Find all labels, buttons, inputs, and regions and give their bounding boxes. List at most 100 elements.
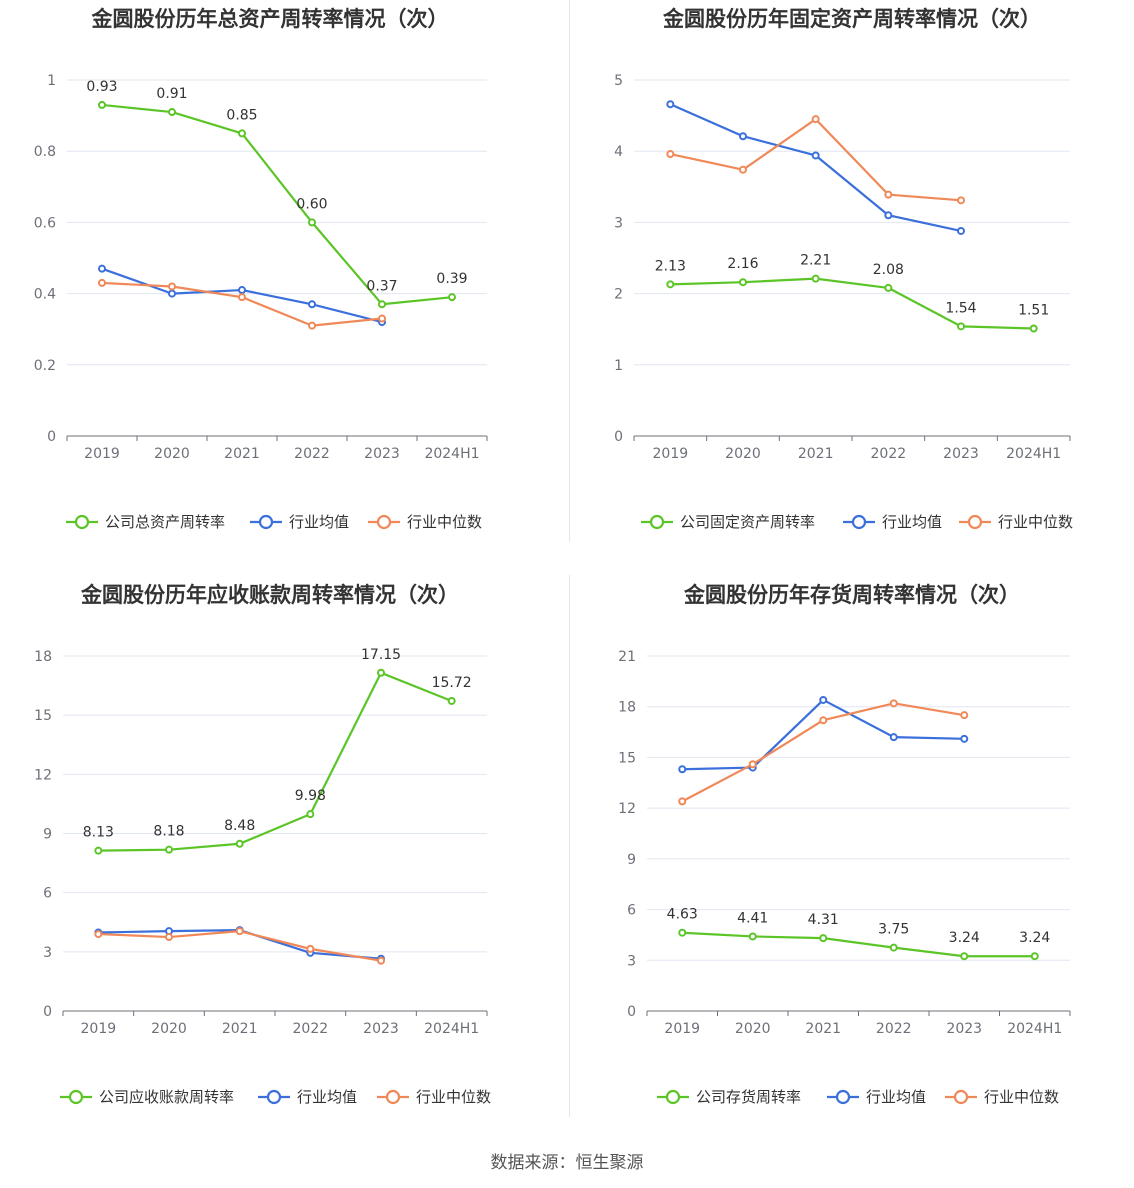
x-tick-label: 2021 <box>222 1021 258 1037</box>
data-point[interactable] <box>811 115 820 124</box>
x-tick-label: 2021 <box>224 446 260 462</box>
data-point[interactable] <box>235 839 244 848</box>
data-point[interactable] <box>889 943 898 952</box>
data-point[interactable] <box>666 100 675 109</box>
data-point[interactable] <box>168 289 176 298</box>
data-point[interactable] <box>960 734 969 743</box>
data-point[interactable] <box>739 132 747 141</box>
data-point[interactable] <box>678 928 687 937</box>
legend-item[interactable]: 行业均值 <box>827 1088 926 1106</box>
data-point[interactable] <box>666 150 675 159</box>
data-point[interactable] <box>98 100 106 109</box>
divider-bottom <box>569 575 570 1117</box>
chart-svg: 金圆股份历年应收账款周转率情况（次） 0 3 6 9 12 15 18 2019 2020 2021… <box>34 583 491 1106</box>
data-point[interactable] <box>889 699 898 708</box>
legend-marker-icon <box>953 1089 969 1105</box>
data-label: 0.37 <box>366 278 397 294</box>
data-point[interactable] <box>235 927 244 936</box>
data-point[interactable] <box>448 293 456 302</box>
y-tick-label: 0.4 <box>34 287 56 303</box>
legend-item[interactable]: 行业中位数 <box>368 513 482 531</box>
data-point[interactable] <box>168 282 176 291</box>
x-tick-label: 2024H1 <box>1006 446 1061 462</box>
data-point[interactable] <box>819 716 828 725</box>
data-point[interactable] <box>884 190 893 199</box>
data-point[interactable] <box>165 845 173 854</box>
data-point[interactable] <box>98 278 106 287</box>
data-point[interactable] <box>306 944 315 953</box>
legend-label: 行业中位数 <box>984 1088 1059 1106</box>
x-tick-label: 2021 <box>798 446 834 462</box>
legend-item[interactable]: 行业均值 <box>258 1088 357 1106</box>
data-point[interactable] <box>94 846 103 855</box>
legend-item[interactable]: 行业均值 <box>843 513 942 531</box>
data-point[interactable] <box>748 760 757 769</box>
y-tick-label: 12 <box>34 767 52 783</box>
data-point[interactable] <box>378 314 386 323</box>
legend-item[interactable]: 公司存货周转率 <box>657 1088 801 1106</box>
data-point[interactable] <box>957 196 965 205</box>
y-tick-label: 1 <box>47 73 56 89</box>
data-point[interactable] <box>678 765 687 774</box>
data-point[interactable] <box>238 286 246 295</box>
data-point[interactable] <box>957 322 965 331</box>
legend-item[interactable]: 行业中位数 <box>945 1088 1059 1106</box>
data-point[interactable] <box>811 151 820 160</box>
data-point[interactable] <box>678 797 687 806</box>
y-tick-label: 5 <box>614 73 623 89</box>
data-point[interactable] <box>308 300 316 309</box>
series-line <box>682 931 1035 958</box>
x-tick-label: 2019 <box>664 1021 700 1037</box>
chart-receivables-turnover: 金圆股份历年应收账款周转率情况（次） 0 3 6 9 12 15 18 2019 2020 2021… <box>0 578 567 1158</box>
data-label: 8.48 <box>224 818 255 834</box>
data-point[interactable] <box>238 129 246 138</box>
data-point[interactable] <box>748 932 757 941</box>
legend-item[interactable]: 公司固定资产周转率 <box>641 513 815 531</box>
data-point[interactable] <box>884 211 893 220</box>
data-point[interactable] <box>960 711 969 720</box>
legend-item[interactable]: 公司总资产周转率 <box>66 513 225 531</box>
legend-item[interactable]: 行业均值 <box>250 513 349 531</box>
data-point[interactable] <box>819 934 828 943</box>
data-point[interactable] <box>165 933 173 942</box>
data-point[interactable] <box>308 321 316 330</box>
data-point[interactable] <box>94 930 103 939</box>
x-tick-label: 2022 <box>871 446 907 462</box>
legend-marker-icon <box>649 514 665 530</box>
data-point[interactable] <box>377 956 385 965</box>
data-point[interactable] <box>889 733 898 742</box>
data-point[interactable] <box>1029 324 1038 333</box>
data-point[interactable] <box>378 300 386 309</box>
data-label: 1.54 <box>945 300 976 316</box>
data-point[interactable] <box>884 283 893 292</box>
chart-svg: 金圆股份历年固定资产周转率情况（次） 0 1 2 3 4 5 2019 2020 2021 2022… <box>614 7 1073 531</box>
data-label: 0.60 <box>296 196 327 212</box>
y-tick-label: 1 <box>614 358 623 374</box>
data-point[interactable] <box>377 668 385 677</box>
series-line <box>670 277 1034 330</box>
data-point[interactable] <box>666 280 675 289</box>
data-point[interactable] <box>308 218 316 227</box>
data-point[interactable] <box>960 952 969 961</box>
legend-item[interactable]: 公司应收账款周转率 <box>60 1088 234 1106</box>
data-point[interactable] <box>98 264 106 273</box>
data-point[interactable] <box>739 278 747 287</box>
y-tick-label: 18 <box>618 700 636 716</box>
data-label: 0.91 <box>156 86 187 102</box>
data-point[interactable] <box>811 274 820 283</box>
data-point[interactable] <box>168 108 176 117</box>
data-point[interactable] <box>238 293 246 302</box>
legend-item[interactable]: 行业中位数 <box>959 513 1073 531</box>
data-point[interactable] <box>957 226 965 235</box>
data-point[interactable] <box>306 810 315 819</box>
legend-marker-icon <box>665 1089 681 1105</box>
legend-item[interactable]: 行业中位数 <box>377 1088 491 1106</box>
x-tick-label: 2022 <box>876 1021 912 1037</box>
data-point[interactable] <box>739 165 747 174</box>
data-point[interactable] <box>819 695 828 704</box>
data-point[interactable] <box>1030 952 1039 961</box>
x-tick-label: 2019 <box>653 446 689 462</box>
data-point[interactable] <box>447 696 456 705</box>
data-label: 17.15 <box>361 647 401 663</box>
legend-label: 行业中位数 <box>416 1088 491 1106</box>
